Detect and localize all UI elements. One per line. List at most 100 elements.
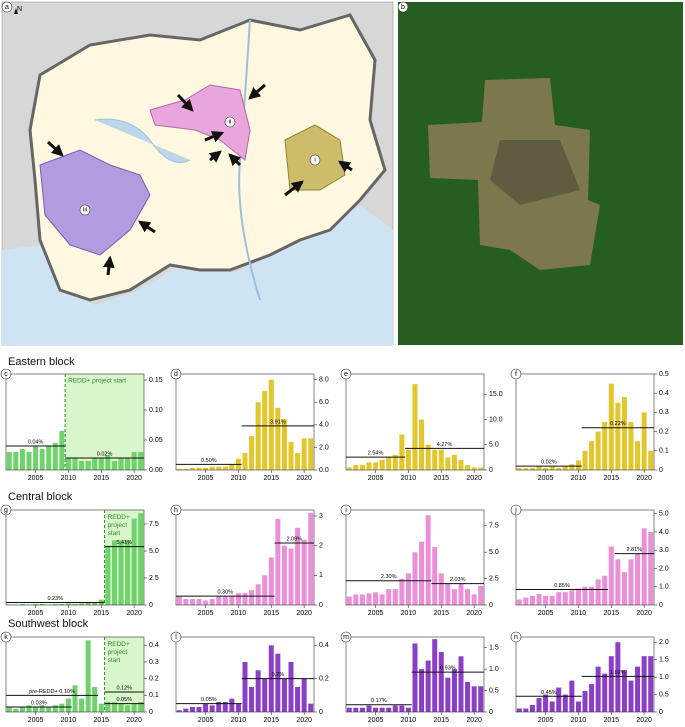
bar	[386, 457, 392, 470]
mean-label: 0.30%	[217, 590, 233, 596]
x-tick-label: 2020	[126, 475, 142, 482]
bar	[366, 593, 372, 605]
bar	[386, 707, 392, 712]
x-tick-label: 2015	[263, 610, 279, 617]
region-label: i	[314, 158, 315, 164]
bar	[295, 527, 301, 605]
y-tick-label: 0	[659, 602, 663, 609]
bar	[399, 705, 405, 712]
bar	[451, 669, 457, 712]
bar	[196, 707, 202, 712]
panel-label: f	[515, 371, 517, 378]
bar	[366, 462, 372, 470]
bar	[131, 703, 137, 712]
mean-label: 1.02%	[610, 670, 626, 676]
bar	[353, 707, 359, 712]
bar	[419, 541, 425, 605]
x-tick-label: 2020	[296, 717, 312, 724]
bar	[582, 691, 588, 712]
panel-label: a	[5, 4, 9, 11]
bar	[281, 419, 287, 470]
bar	[189, 467, 195, 470]
bar	[379, 707, 385, 712]
bar	[131, 452, 137, 470]
y-tick-label: 0	[319, 602, 323, 609]
y-tick-label: 3	[319, 513, 323, 520]
bar	[79, 698, 85, 712]
sea	[2, 205, 393, 345]
y-tick-label: 0.15	[149, 377, 163, 384]
mean-label: 0.12%	[116, 685, 132, 691]
mean-label: 3.91%	[270, 419, 286, 425]
y-tick-label: 8.0	[319, 376, 329, 383]
bar	[288, 662, 294, 712]
y-tick-label: 1.0	[659, 674, 669, 681]
x-tick-label: 2005	[198, 610, 214, 617]
bar	[641, 412, 647, 470]
y-tick-label: 2.0	[659, 565, 669, 572]
bar	[111, 540, 117, 605]
bar	[262, 390, 268, 470]
bar	[543, 595, 549, 605]
bar	[536, 466, 542, 470]
bar	[379, 594, 385, 605]
panel-badge	[340, 368, 352, 380]
bar	[562, 466, 568, 470]
bar	[543, 468, 549, 470]
y-tick-label: 0.05	[149, 437, 163, 444]
bar	[59, 703, 65, 712]
x-tick-label: 2010	[231, 610, 247, 617]
y-tick-label: 0	[319, 709, 323, 716]
bar	[615, 402, 621, 470]
bar	[255, 584, 261, 605]
x-tick-label: 2005	[198, 475, 214, 482]
mean-label: pre-REDD+ 0.10%	[29, 689, 75, 695]
bar	[438, 449, 444, 470]
panel-badge	[340, 631, 352, 643]
x-tick-label: 2020	[296, 610, 312, 617]
bar	[523, 597, 529, 605]
x-tick-label: 2010	[61, 475, 77, 482]
mean-label: 0.50%	[201, 458, 217, 464]
panel-label: m	[343, 634, 349, 641]
mean-label: 2.09%	[286, 536, 302, 542]
x-tick-label: 2020	[296, 475, 312, 482]
bar	[392, 705, 398, 712]
bar	[249, 436, 255, 470]
mean-label: 2.54%	[368, 451, 384, 457]
bar	[478, 586, 484, 605]
bar	[621, 670, 627, 712]
bar	[301, 678, 307, 712]
mean-label: 0.23%	[47, 596, 63, 602]
panel-badge	[510, 368, 522, 380]
x-tick-label: 2005	[28, 610, 44, 617]
bar	[65, 698, 71, 712]
bar	[46, 707, 52, 712]
mean-label: 0.02%	[97, 451, 113, 457]
bar	[458, 459, 464, 470]
plot-frame	[515, 509, 655, 606]
bar	[216, 702, 222, 712]
mean-label: 0.05%	[201, 697, 217, 703]
bar	[229, 464, 235, 470]
bar	[471, 467, 477, 470]
bar	[281, 545, 287, 605]
bar	[569, 590, 575, 605]
panel-badge	[510, 631, 522, 643]
bar	[602, 422, 608, 470]
x-tick-label: 2010	[571, 610, 587, 617]
mean-label: 0.17%	[371, 698, 387, 704]
bar	[595, 579, 601, 605]
y-tick-label: 7.5	[149, 521, 159, 528]
bar	[608, 383, 614, 470]
bar	[445, 583, 451, 605]
bar	[203, 467, 209, 470]
bar	[295, 687, 301, 712]
bar	[189, 599, 195, 605]
bar	[118, 703, 124, 712]
y-tick-label: 10.0	[489, 416, 503, 423]
bar	[602, 673, 608, 712]
bar	[105, 702, 111, 712]
mean-label: 0.22%	[610, 421, 626, 427]
